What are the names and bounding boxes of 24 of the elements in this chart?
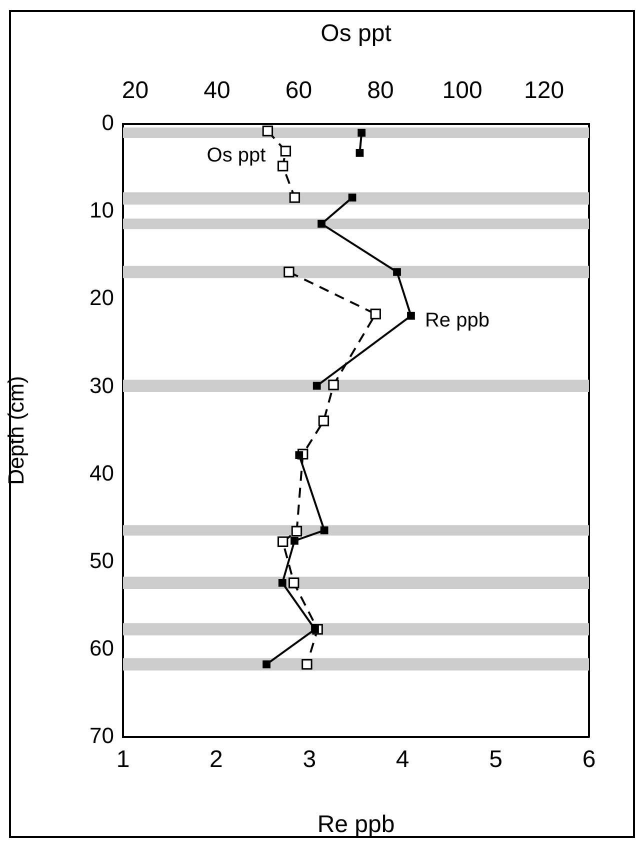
- x-tick-label: 6: [582, 746, 596, 774]
- series-label: Re ppb: [424, 309, 490, 332]
- x-tick-label: 1: [116, 746, 130, 774]
- x2-tick-label: 100: [442, 77, 482, 104]
- y-tick-label: 10: [90, 198, 114, 223]
- x-tick-label: 4: [396, 746, 410, 774]
- y-tick-label: 40: [90, 460, 114, 486]
- x2-axis-title: Os ppt: [320, 20, 392, 48]
- y-tick-label: 0: [102, 110, 114, 136]
- x-tick-label: 3: [302, 746, 316, 774]
- y-tick-label: 60: [90, 635, 114, 660]
- x2-tick-label: 80: [367, 77, 394, 104]
- x-tick-label: 2: [210, 746, 223, 774]
- y-tick-label: 20: [90, 285, 114, 310]
- x-axis-title: Re ppb: [317, 811, 395, 838]
- x-tick-label: 5: [489, 746, 502, 774]
- y-tick-label: 50: [90, 548, 114, 573]
- x2-tick-label: 120: [524, 77, 564, 104]
- x2-tick-label: 40: [204, 77, 230, 104]
- x2-tick-label: 60: [285, 77, 312, 104]
- x2-tick-label: 20: [122, 77, 149, 104]
- y-tick-label: 30: [90, 372, 114, 398]
- y-tick-label: 70: [90, 723, 114, 748]
- series-label: Os ppt: [206, 144, 266, 167]
